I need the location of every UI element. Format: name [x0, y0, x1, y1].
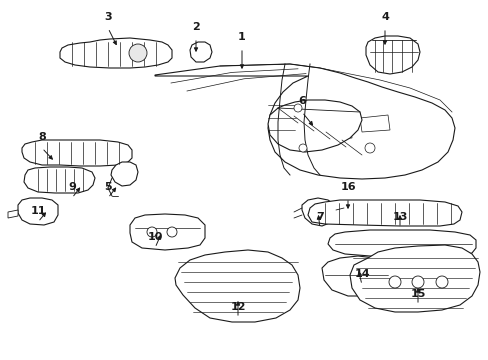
Text: 15: 15 — [409, 289, 425, 299]
Polygon shape — [267, 100, 361, 152]
Circle shape — [388, 276, 400, 288]
Circle shape — [129, 44, 147, 62]
Text: 10: 10 — [147, 232, 163, 242]
Polygon shape — [111, 162, 138, 186]
Polygon shape — [24, 167, 95, 193]
Polygon shape — [327, 230, 475, 258]
Polygon shape — [60, 38, 172, 68]
Circle shape — [435, 276, 447, 288]
Circle shape — [293, 104, 302, 112]
Text: 7: 7 — [315, 212, 323, 222]
Polygon shape — [365, 36, 419, 74]
Circle shape — [411, 276, 423, 288]
Polygon shape — [302, 198, 335, 226]
Polygon shape — [22, 140, 132, 166]
Text: 8: 8 — [38, 132, 46, 142]
Text: 9: 9 — [68, 182, 76, 192]
Polygon shape — [321, 256, 389, 296]
Polygon shape — [359, 115, 389, 132]
Text: 1: 1 — [238, 32, 245, 42]
Polygon shape — [349, 245, 479, 312]
Polygon shape — [307, 200, 461, 226]
Polygon shape — [321, 120, 351, 138]
Text: 6: 6 — [298, 96, 305, 106]
Polygon shape — [130, 214, 204, 250]
Text: 13: 13 — [391, 212, 407, 222]
Polygon shape — [155, 64, 454, 179]
Text: 12: 12 — [230, 302, 245, 312]
Circle shape — [298, 144, 306, 152]
Polygon shape — [175, 250, 299, 322]
Text: 3: 3 — [104, 12, 112, 22]
Text: 11: 11 — [30, 206, 46, 216]
Text: 5: 5 — [104, 182, 112, 192]
Text: 16: 16 — [340, 182, 355, 192]
Text: 4: 4 — [380, 12, 388, 22]
Text: 14: 14 — [353, 269, 369, 279]
Polygon shape — [190, 42, 212, 62]
Circle shape — [147, 227, 157, 237]
Text: 2: 2 — [192, 22, 200, 32]
Circle shape — [364, 143, 374, 153]
Polygon shape — [8, 210, 18, 218]
Circle shape — [167, 227, 177, 237]
Polygon shape — [18, 198, 58, 225]
